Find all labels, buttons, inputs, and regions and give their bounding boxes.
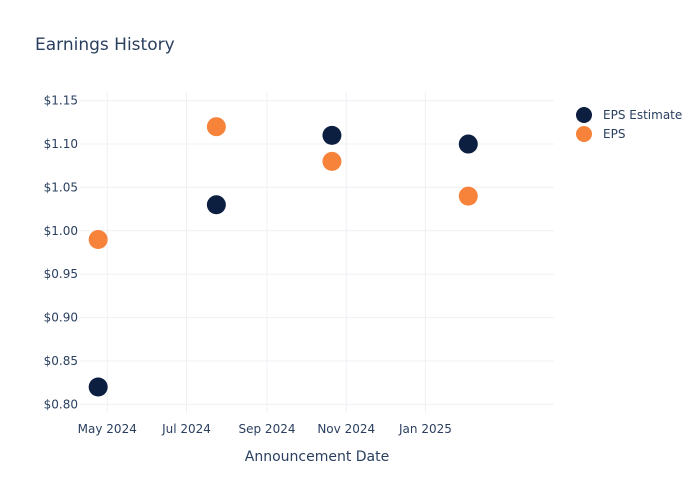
- data-point-eps[interactable]: [458, 186, 478, 206]
- data-points: [88, 117, 478, 397]
- legend-item-eps-estimate[interactable]: EPS Estimate: [576, 107, 682, 123]
- chart-title: Earnings History: [35, 35, 175, 55]
- legend-label: EPS: [603, 127, 625, 141]
- y-tick-label: $1.15: [44, 94, 78, 108]
- y-axis-ticks: $0.80 $0.85 $0.90 $0.95 $1.00 $1.05 $1.10 $1.15: [44, 94, 78, 412]
- x-axis-ticks: May 2024 Jul 2024 Sep 2024 Nov 2024 Jan 2025: [78, 422, 452, 436]
- legend-label: EPS Estimate: [603, 108, 682, 122]
- y-tick-label: $1.00: [44, 224, 78, 238]
- y-tick-label: $1.05: [44, 180, 78, 194]
- x-axis-label: Announcement Date: [245, 449, 389, 465]
- x-tick-label: Sep 2024: [239, 422, 296, 436]
- data-point-eps[interactable]: [322, 151, 342, 171]
- data-point-eps-estimate[interactable]: [322, 125, 342, 145]
- y-tick-label: $0.90: [44, 311, 78, 325]
- legend-item-eps[interactable]: EPS: [576, 126, 625, 142]
- data-point-eps-estimate[interactable]: [458, 134, 478, 154]
- legend-marker: [576, 107, 592, 123]
- x-tick-label: Nov 2024: [317, 422, 375, 436]
- y-tick-label: $0.95: [44, 267, 78, 281]
- x-tick-label: Jan 2025: [398, 422, 452, 436]
- legend-marker: [576, 126, 592, 142]
- y-tick-label: $0.80: [44, 397, 78, 411]
- grid: [80, 92, 554, 413]
- y-tick-label: $1.10: [44, 137, 78, 151]
- y-tick-label: $0.85: [44, 354, 78, 368]
- x-tick-label: Jul 2024: [161, 422, 211, 436]
- x-tick-label: May 2024: [78, 422, 137, 436]
- legend[interactable]: EPS Estimate EPS: [576, 107, 682, 142]
- data-point-eps[interactable]: [206, 117, 226, 137]
- data-point-eps[interactable]: [88, 229, 108, 249]
- data-point-eps-estimate[interactable]: [206, 195, 226, 215]
- data-point-eps-estimate[interactable]: [88, 377, 108, 397]
